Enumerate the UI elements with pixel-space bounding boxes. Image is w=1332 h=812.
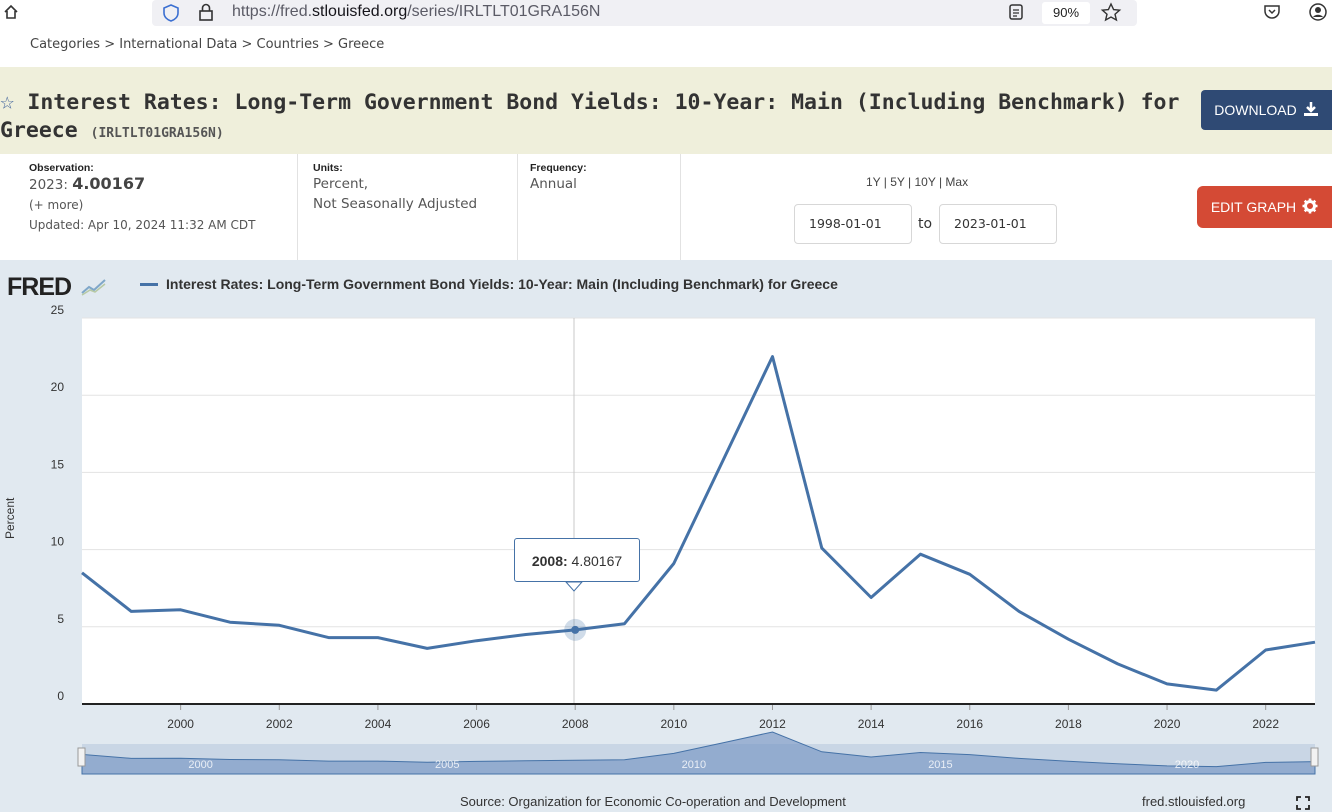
units-line-1: Percent, [313, 176, 369, 192]
y-axis-label: Percent [3, 497, 17, 539]
navigator-tick-label: 2020 [1175, 759, 1199, 771]
breadcrumb[interactable]: Categories > International Data > Countr… [30, 37, 385, 52]
navigator-tick-label: 2005 [435, 759, 459, 771]
x-tick-label: 2018 [1055, 717, 1082, 731]
observation: 2023: 4.00167 [29, 174, 289, 195]
navigator-handle-left[interactable] [77, 747, 86, 767]
chart-legend: Interest Rates: Long-Term Government Bon… [140, 276, 838, 292]
divider [680, 154, 681, 260]
lock-icon[interactable] [197, 2, 215, 26]
observation-label: Observation: [29, 162, 94, 174]
x-tick-label: 2010 [660, 717, 687, 731]
more-observations-link[interactable]: (+ more) [29, 198, 84, 212]
units-block: Units: Percent, Not Seasonally Adjusted [313, 162, 513, 258]
y-tick-label: 10 [51, 535, 65, 549]
chart-logo-icon [71, 273, 107, 301]
units-label: Units: [313, 162, 343, 174]
fullscreen-icon[interactable] [1296, 796, 1310, 812]
zoom-level[interactable]: 90% [1042, 2, 1090, 24]
x-tick-label: 2006 [463, 717, 490, 731]
highlighted-point [571, 625, 580, 634]
frequency-label: Frequency: [530, 162, 587, 174]
url-text[interactable]: https://fred.stlouisfed.org/series/IRLTL… [232, 3, 601, 20]
tooltip-pointer [564, 581, 584, 592]
gear-icon [1302, 198, 1318, 217]
divider [517, 154, 518, 260]
frequency-block: Frequency: Annual [530, 162, 670, 258]
date-range-shortcuts[interactable]: 1Y | 5Y | 10Y | Max [866, 175, 969, 189]
end-date-input[interactable]: 2023-01-01 [939, 204, 1057, 244]
y-tick-label: 20 [51, 380, 65, 394]
series-metadata: Observation: 2023: 4.00167 (+ more) Upda… [0, 154, 1332, 260]
download-icon [1303, 101, 1319, 120]
legend-swatch [140, 282, 158, 286]
download-button[interactable]: DOWNLOAD [1201, 90, 1332, 130]
series-title: Interest Rates: Long-Term Government Bon… [0, 90, 1180, 143]
navigator-tick-label: 2000 [188, 759, 212, 771]
download-label: DOWNLOAD [1214, 102, 1297, 118]
data-tooltip: 2008: 4.80167 [514, 538, 640, 582]
navigator-series-area [81, 731, 1316, 775]
x-tick-label: 2014 [858, 717, 885, 731]
shield-icon[interactable] [162, 3, 180, 27]
x-tick-label: 2020 [1154, 717, 1181, 731]
url-bar[interactable]: https://fred.stlouisfed.org/series/IRLTL… [152, 0, 1137, 26]
x-tick-label: 2002 [266, 717, 293, 731]
y-tick-label: 15 [51, 457, 65, 471]
x-tick-label: 2000 [167, 717, 194, 731]
fred-logo-text: FRED [7, 273, 72, 301]
x-tick-label: 2008 [562, 717, 589, 731]
navigator-tick-label: 2010 [682, 759, 706, 771]
pocket-icon[interactable] [1262, 0, 1282, 24]
units-line-2: Not Seasonally Adjusted [313, 196, 478, 212]
observation-year: 2023: [29, 177, 68, 193]
home-icon[interactable] [2, 0, 20, 24]
edit-graph-button[interactable]: EDIT GRAPH [1197, 186, 1332, 228]
navigator-handle-right[interactable] [1310, 747, 1319, 767]
x-tick-label: 2004 [365, 717, 392, 731]
site-url[interactable]: fred.stlouisfed.org [1142, 794, 1246, 809]
series-title-banner: ☆ Interest Rates: Long-Term Government B… [0, 67, 1332, 154]
divider [297, 154, 298, 260]
line-chart[interactable]: 0 5 10 15 20 25 2000 2002 2004 2006 2008 2010 2012 2… [0, 260, 1332, 812]
favorite-star-icon[interactable]: ☆ [0, 87, 15, 115]
edit-graph-label: EDIT GRAPH [1210, 199, 1297, 215]
series-line [81, 355, 1316, 692]
series-id: (IRLTLT01GRA156N) [90, 126, 224, 141]
observation-value: 4.00167 [72, 174, 146, 193]
to-label: to [918, 216, 933, 232]
bookmark-star-icon[interactable] [1100, 2, 1122, 26]
x-tick-label: 2022 [1252, 717, 1279, 731]
start-date-input[interactable]: 1998-01-01 [794, 204, 912, 244]
navigator-tick-label: 2015 [928, 759, 952, 771]
frequency-value: Annual [530, 176, 577, 192]
graph-panel: 0 5 10 15 20 25 2000 2002 2004 2006 2008 2010 2012 2… [0, 260, 1332, 812]
source-note: Source: Organization for Economic Co-ope… [460, 794, 846, 809]
tooltip-year: 2008: [531, 553, 568, 569]
page-title: ☆ Interest Rates: Long-Term Government B… [0, 87, 1190, 148]
y-tick-label: 25 [51, 303, 65, 317]
y-tick-label: 0 [57, 689, 64, 703]
account-icon[interactable] [1308, 0, 1328, 24]
updated-timestamp: Updated: Apr 10, 2024 11:32 AM CDT [29, 218, 256, 232]
x-tick-label: 2016 [956, 717, 983, 731]
browser-toolbar: https://fred.stlouisfed.org/series/IRLTL… [0, 0, 1332, 28]
legend-label: Interest Rates: Long-Term Government Bon… [166, 276, 838, 292]
x-tick-label: 2012 [759, 717, 786, 731]
tooltip-value: 4.80167 [571, 553, 623, 569]
fred-logo[interactable]: FRED [7, 273, 107, 302]
observation-block: Observation: 2023: 4.00167 (+ more) Upda… [29, 162, 289, 258]
reader-view-icon[interactable] [1008, 3, 1024, 25]
y-tick-label: 5 [57, 612, 64, 626]
